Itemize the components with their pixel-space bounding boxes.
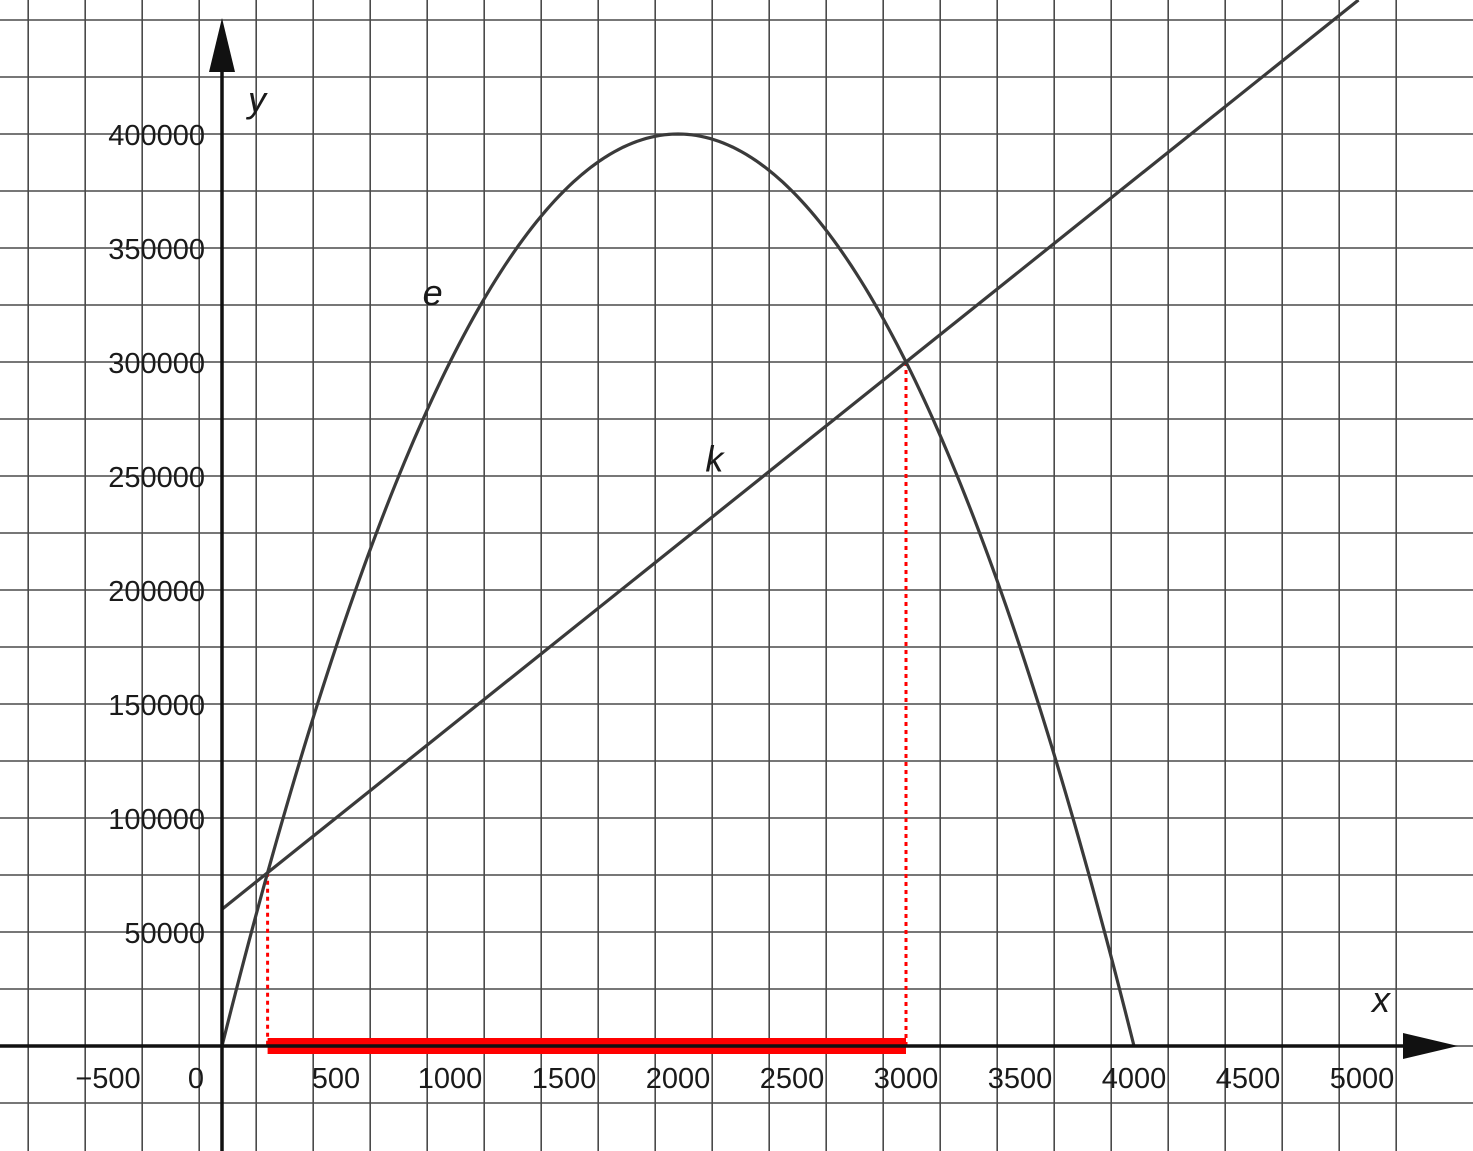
x-axis-label: x: [1370, 979, 1392, 1020]
y-tick-label: 350000: [108, 234, 205, 266]
y-tick-label: 200000: [108, 576, 205, 608]
y-tick-label: 150000: [108, 690, 205, 722]
y-tick-label: 250000: [108, 462, 205, 494]
x-tick-label: 2000: [646, 1063, 711, 1095]
y-axis-arrow: [209, 18, 235, 72]
y-tick-label: 100000: [108, 804, 205, 836]
y-tick-label: 50000: [124, 918, 205, 950]
x-tick-label: 1000: [418, 1063, 483, 1095]
x-tick-label: 3000: [874, 1063, 939, 1095]
x-tick-label: 4000: [1102, 1063, 1167, 1095]
x-tick-label: −500: [75, 1063, 140, 1095]
x-tick-label: 3500: [988, 1063, 1053, 1095]
y-axis-label: y: [245, 79, 268, 120]
x-axis-arrow: [1403, 1033, 1458, 1059]
curve-label-e: e: [423, 272, 443, 313]
curves: ek: [220, 0, 1360, 1047]
x-tick-label: 5000: [1330, 1063, 1395, 1095]
curve-k: [221, 0, 1360, 911]
x-tick-label: 500: [312, 1063, 360, 1095]
x-tick-label: 4500: [1216, 1063, 1281, 1095]
y-tick-label: 300000: [108, 348, 205, 380]
x-tick-label: 2500: [760, 1063, 825, 1095]
tick-labels: −500 0 500 1000 1500 2000 2500 3000 3500 4000 4500…: [75, 120, 1394, 1095]
x-tick-label: 0: [188, 1063, 204, 1095]
axes: [0, 18, 1458, 1151]
curve-e: [220, 132, 1136, 1047]
y-tick-label: 400000: [108, 120, 205, 152]
x-tick-label: 1500: [532, 1063, 597, 1095]
curve-label-k: k: [705, 438, 725, 479]
